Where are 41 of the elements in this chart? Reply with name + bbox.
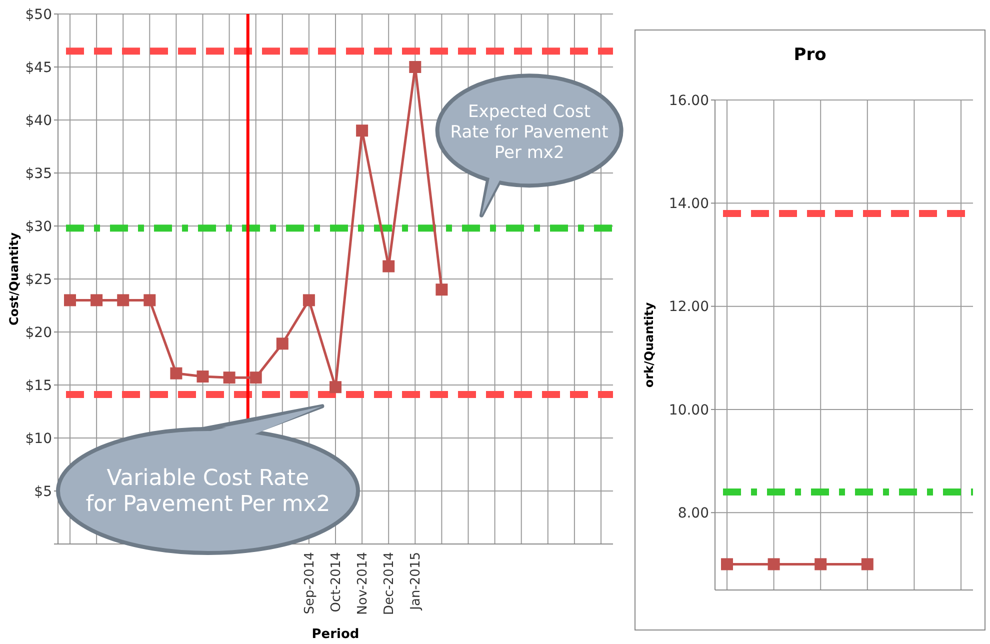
point <box>356 124 368 137</box>
x-tick-label: Nov-2014 <box>356 552 371 615</box>
point <box>302 294 315 306</box>
x-axis-title: Period <box>312 627 360 642</box>
chart-title: Pro <box>794 45 826 65</box>
point <box>436 284 448 296</box>
point <box>382 260 395 272</box>
y-tick-label: 14.00 <box>668 196 709 212</box>
x-tick-label: Oct-2014 <box>329 552 344 612</box>
point <box>90 294 103 306</box>
point <box>250 372 262 384</box>
y-tick-label: 12.00 <box>668 299 709 316</box>
point <box>276 338 288 350</box>
point <box>330 381 342 394</box>
y-tick-label: $25 <box>25 272 52 288</box>
x-tick-label: Jan-2015 <box>408 552 424 611</box>
y-tick-label: 8.00 <box>678 506 709 522</box>
point <box>223 372 236 384</box>
y-axis-title: Cost/Quantity <box>7 232 21 326</box>
point <box>196 370 209 383</box>
y-tick-label: $20 <box>25 324 52 341</box>
y-tick-label: $10 <box>25 430 52 447</box>
y-tick-label: $50 <box>25 6 52 23</box>
point <box>64 294 76 306</box>
x-tick-label: Sep-2014 <box>302 552 318 614</box>
point <box>170 367 182 380</box>
y-tick-label: $30 <box>25 218 52 235</box>
y-tick-label: $45 <box>25 60 52 76</box>
y-axis-title: ork/Quantity <box>642 302 656 388</box>
annotation: Expected Cost Rate for Pavement Per mx2 <box>450 102 609 163</box>
y-tick-label: $5 <box>34 484 52 500</box>
point <box>144 294 156 306</box>
y-tick-label: $35 <box>25 166 52 182</box>
point <box>409 61 422 73</box>
point <box>117 294 130 306</box>
y-tick-label: $40 <box>25 112 52 129</box>
x-tick-label: Dec-2014 <box>382 552 398 615</box>
y-tick-label: 16.00 <box>668 92 709 109</box>
annotation: Variable Cost Rate for Pavement Per mx2 <box>86 466 330 518</box>
y-tick-label: 10.00 <box>668 402 709 418</box>
y-tick-label: $15 <box>25 378 52 394</box>
